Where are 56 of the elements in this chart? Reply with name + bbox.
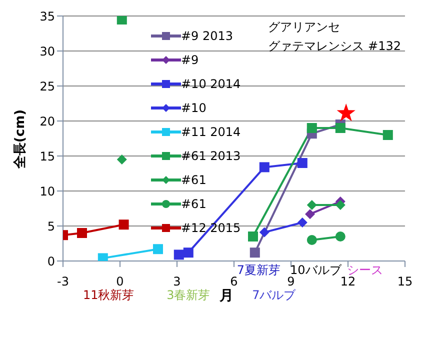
point xyxy=(116,154,127,164)
point xyxy=(259,227,270,238)
y-tick-label: 0 xyxy=(47,254,55,268)
point xyxy=(336,104,356,122)
point xyxy=(335,200,346,210)
y-tick-label: 5 xyxy=(47,219,55,234)
legend-label: #9 xyxy=(181,53,199,67)
point xyxy=(382,130,393,140)
y-tick-label: 20 xyxy=(40,114,55,128)
point xyxy=(77,228,87,238)
text: シース xyxy=(347,263,384,277)
point xyxy=(248,232,258,242)
point xyxy=(335,123,346,133)
point xyxy=(259,162,270,172)
point xyxy=(116,16,127,24)
legend-label: #11 2014 xyxy=(181,125,241,139)
point xyxy=(335,232,346,242)
legend-label: #10 2014 xyxy=(181,77,241,91)
legend-label: #61 xyxy=(181,197,206,211)
x-axis-title: 月 xyxy=(219,287,234,305)
legend-label: #12 2015 xyxy=(181,221,241,235)
point xyxy=(305,209,315,220)
y-tick-label: 30 xyxy=(40,44,55,58)
text: グァテマレンシス #132 xyxy=(268,38,401,55)
y-axis-title: 全長(cm) xyxy=(12,108,29,168)
point xyxy=(250,248,260,258)
y-tick-label: 10 xyxy=(40,184,55,198)
text: 7バルブ xyxy=(252,288,296,302)
x-tick-label: 3 xyxy=(173,274,181,289)
y-tick-label: 35 xyxy=(40,9,55,24)
point xyxy=(297,218,308,228)
point xyxy=(174,250,184,260)
text: 7夏新芽 xyxy=(236,263,281,277)
point xyxy=(306,235,317,245)
legend-label: #9 2013 xyxy=(181,29,234,43)
x-tick-label: -3 xyxy=(57,274,69,289)
point xyxy=(183,248,194,258)
point xyxy=(297,158,308,168)
text: 11秋新芽 xyxy=(82,288,134,302)
text: 10バルブ xyxy=(290,263,342,277)
chart-title: グアリアンセ xyxy=(268,19,342,36)
text: 3春新芽 xyxy=(166,288,210,302)
legend-label: #61 2013 xyxy=(181,149,241,163)
point xyxy=(306,123,317,133)
y-tick-label: 15 xyxy=(40,149,55,164)
legend-label: #10 xyxy=(181,101,206,115)
x-tick-label: 12 xyxy=(340,274,356,289)
x-tick-label: 15 xyxy=(397,274,413,289)
point xyxy=(118,220,129,230)
point xyxy=(306,200,317,210)
y-tick-label: 25 xyxy=(40,79,55,94)
x-tick-label: 6 xyxy=(230,274,238,289)
point xyxy=(153,244,163,254)
x-tick-label: 0 xyxy=(116,274,124,289)
x-tick-label: 9 xyxy=(287,274,295,289)
legend-label: #61 xyxy=(181,173,206,187)
